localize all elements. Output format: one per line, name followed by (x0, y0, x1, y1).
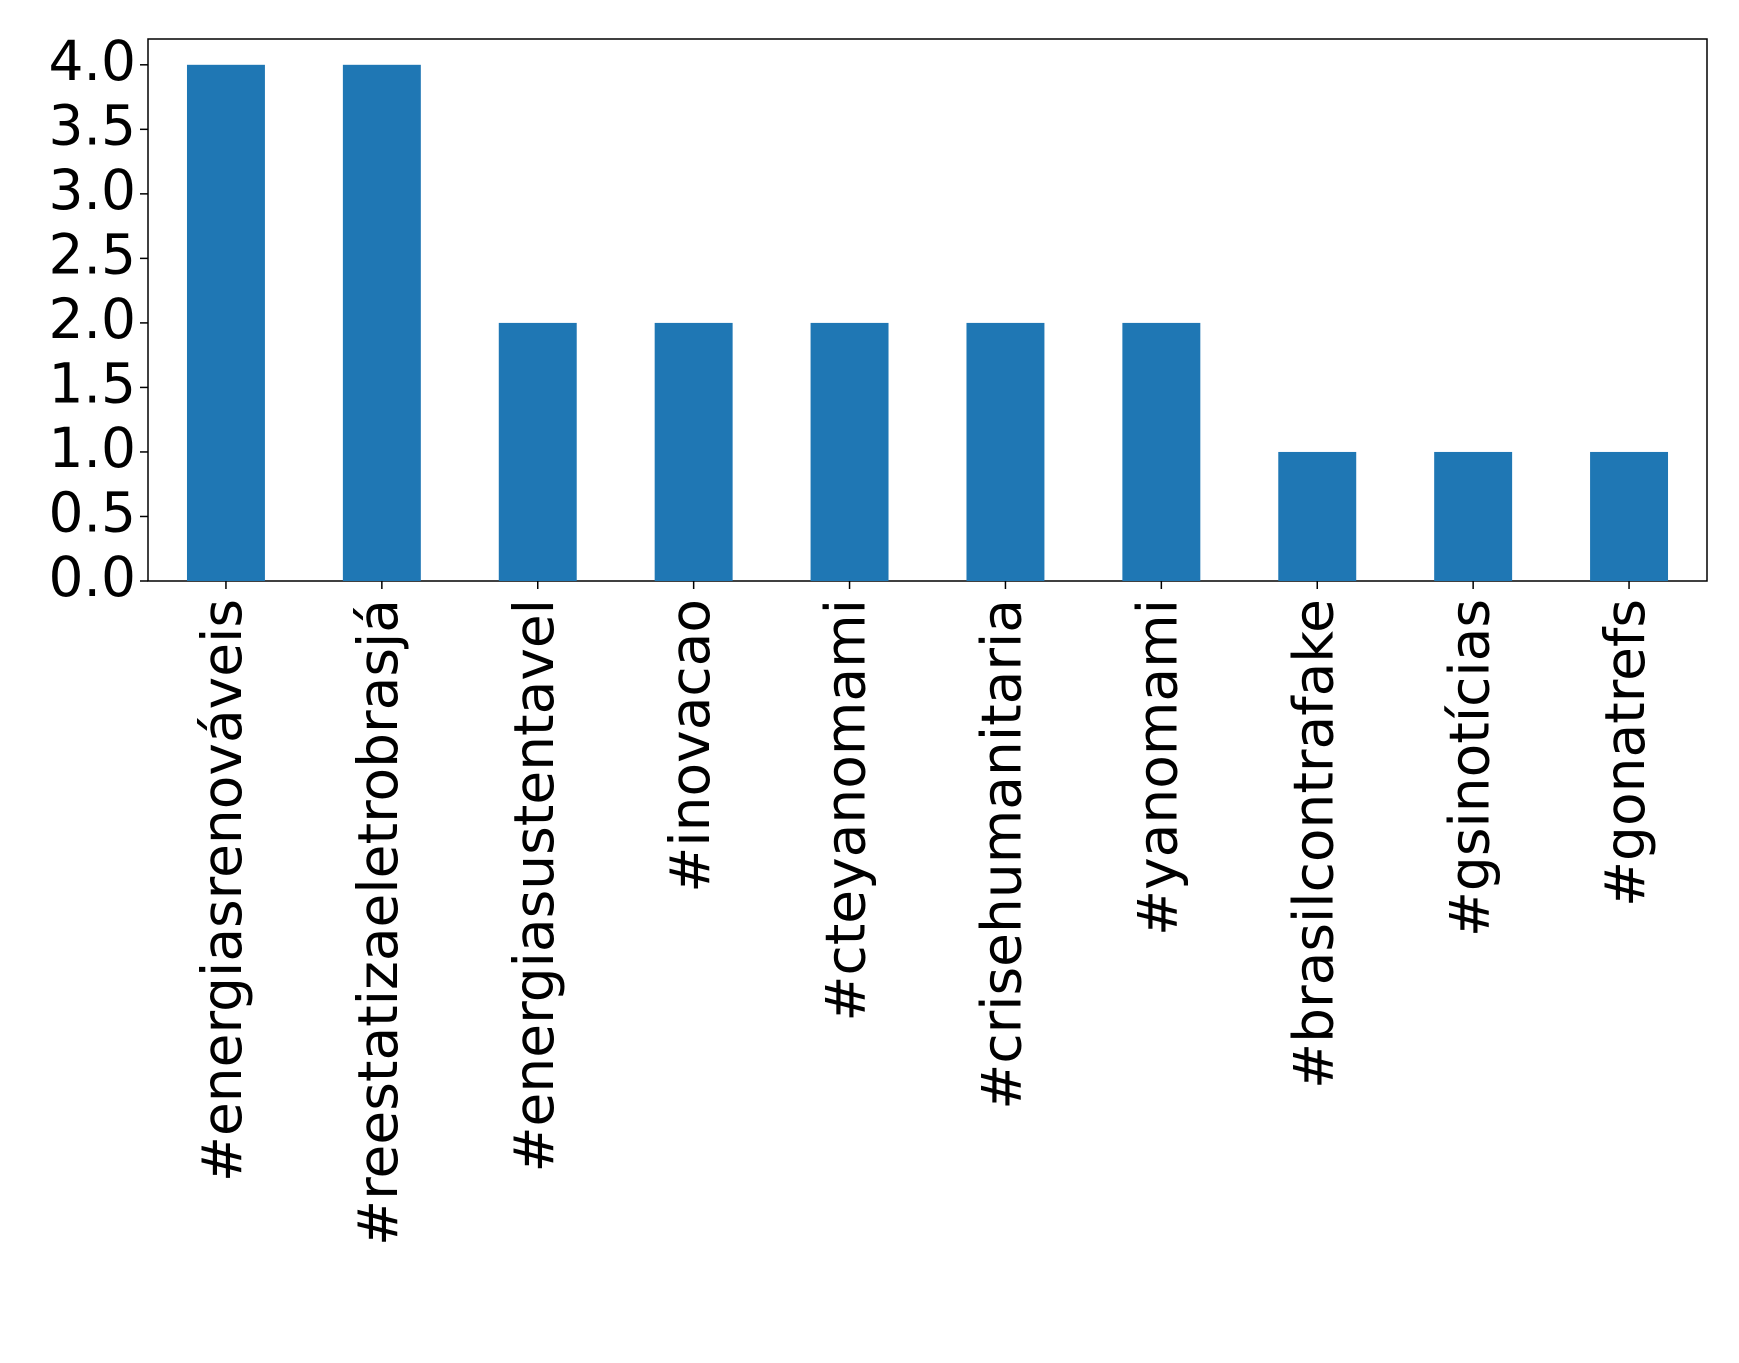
bar (654, 322, 733, 581)
bar (966, 322, 1045, 581)
x-tick-label: #reestatizaeletrobrasjá (346, 599, 410, 1246)
y-tick-label: 1.5 (49, 352, 136, 416)
y-tick-label: 4.0 (49, 29, 136, 93)
y-tick-label: 0.0 (49, 545, 136, 609)
bar (1434, 451, 1513, 581)
bar (498, 322, 577, 581)
bar (1278, 451, 1357, 581)
y-tick-label: 3.5 (49, 93, 136, 157)
bar (1590, 451, 1669, 581)
plot-frame (147, 38, 1708, 582)
x-tick-label: #brasilcontrafake (1281, 599, 1345, 1089)
x-tick-label: #energiasustentavel (502, 599, 566, 1173)
y-tick-label: 0.5 (49, 481, 136, 545)
y-tick-label: 2.0 (49, 287, 136, 351)
bar (342, 64, 421, 582)
bar (186, 64, 265, 582)
x-tick-label: #energiasrenováveis (190, 599, 254, 1182)
x-tick-label: #gonatrefs (1593, 599, 1657, 907)
y-tick-label: 1.0 (49, 416, 136, 480)
x-tick-label: #gsinotícias (1437, 599, 1501, 937)
y-tick-label: 3.0 (49, 158, 136, 222)
bar (810, 322, 889, 581)
x-tick-label: #yanomami (1125, 599, 1189, 936)
bar (1122, 322, 1201, 581)
x-tick-label: #crisehumanitaria (970, 599, 1034, 1110)
x-tick-label: #cteyanomami (814, 599, 878, 1022)
x-tick-label: #inovacao (658, 599, 722, 893)
y-tick-label: 2.5 (49, 223, 136, 287)
